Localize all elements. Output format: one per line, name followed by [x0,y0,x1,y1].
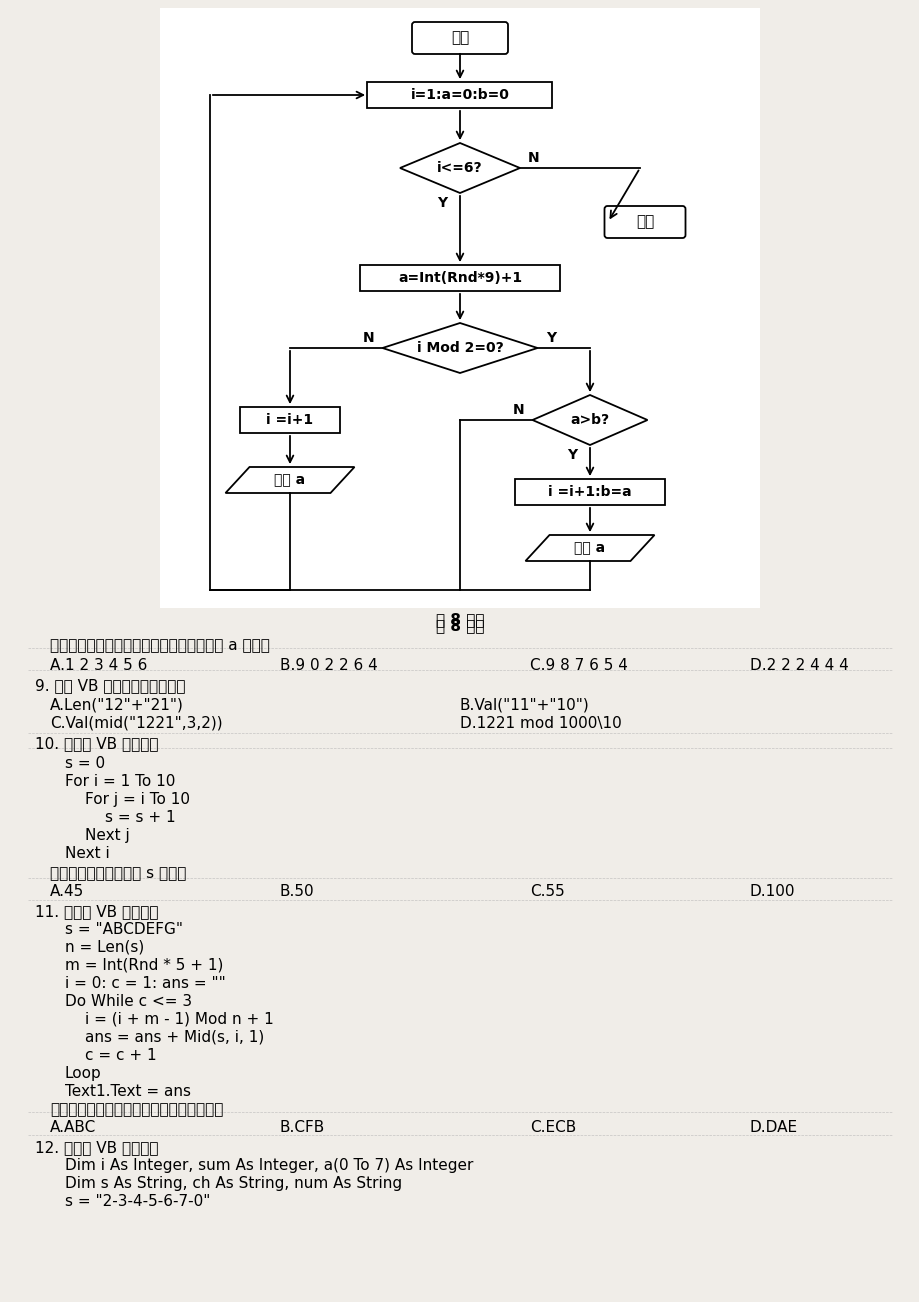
Text: Text1.Text = ans: Text1.Text = ans [65,1085,191,1099]
Text: 执行该程序段后，文本框中不可能的输出是: 执行该程序段后，文本框中不可能的输出是 [50,1101,223,1117]
Text: i Mod 2=0?: i Mod 2=0? [416,341,503,355]
Text: s = s + 1: s = s + 1 [105,810,176,825]
Text: 10. 有如下 VB 程序段：: 10. 有如下 VB 程序段： [35,736,158,751]
Text: 第 8 题图: 第 8 题图 [436,612,483,628]
Text: A.Len("12"+"21"): A.Len("12"+"21") [50,698,184,713]
Text: i = 0: c = 1: ans = "": i = 0: c = 1: ans = "" [65,976,225,991]
Text: A.45: A.45 [50,884,85,898]
FancyBboxPatch shape [367,82,552,108]
Text: Y: Y [566,448,576,462]
Text: D.DAE: D.DAE [749,1120,798,1135]
Text: Loop: Loop [65,1066,102,1081]
Text: Y: Y [437,197,447,210]
Polygon shape [225,467,354,493]
Text: Do While c <= 3: Do While c <= 3 [65,993,192,1009]
Text: Next j: Next j [85,828,130,842]
Text: 输出 a: 输出 a [274,473,305,487]
Text: 结束: 结束 [635,215,653,229]
Text: i =i+1:b=a: i =i+1:b=a [548,486,631,499]
Polygon shape [382,323,537,372]
FancyBboxPatch shape [515,479,664,505]
Text: n = Len(s): n = Len(s) [65,940,144,954]
FancyBboxPatch shape [240,408,340,434]
FancyBboxPatch shape [160,8,759,608]
Text: s = "ABCDEFG": s = "ABCDEFG" [65,922,183,937]
Polygon shape [400,143,519,193]
Text: i =i+1: i =i+1 [267,413,313,427]
Text: 输出 a: 输出 a [573,542,605,555]
Text: Y: Y [545,331,555,345]
FancyBboxPatch shape [604,206,685,238]
Text: C.9 8 7 6 5 4: C.9 8 7 6 5 4 [529,658,627,673]
Text: a>b?: a>b? [570,413,609,427]
Text: D.2 2 2 4 4 4: D.2 2 2 4 4 4 [749,658,848,673]
Text: Next i: Next i [65,846,109,861]
Text: 11. 有如下 VB 程序段：: 11. 有如下 VB 程序段： [35,904,158,919]
Text: s = "2-3-4-5-6-7-0": s = "2-3-4-5-6-7-0" [65,1194,210,1210]
Text: 开始: 开始 [450,30,469,46]
Text: 9. 下列 VB 表达式的值最大的是: 9. 下列 VB 表达式的值最大的是 [35,678,186,693]
Text: A.1 2 3 4 5 6: A.1 2 3 4 5 6 [50,658,147,673]
Text: c = c + 1: c = c + 1 [85,1048,156,1062]
Text: B.Val("11"+"10"): B.Val("11"+"10") [460,698,589,713]
Text: N: N [513,404,524,417]
Text: ans = ans + Mid(s, i, 1): ans = ans + Mid(s, i, 1) [85,1030,264,1046]
Polygon shape [525,535,653,561]
Text: B.CFB: B.CFB [279,1120,325,1135]
Text: B.50: B.50 [279,884,314,898]
Text: B.9 0 2 2 6 4: B.9 0 2 2 6 4 [279,658,378,673]
Text: C.Val(mid("1221",3,2)): C.Val(mid("1221",3,2)) [50,716,222,730]
Text: C.55: C.55 [529,884,564,898]
Text: i<=6?: i<=6? [437,161,482,174]
Text: 12. 有如下 VB 程序段：: 12. 有如下 VB 程序段： [35,1141,158,1155]
Text: 第 8 题图: 第 8 题图 [436,618,483,633]
Text: i = (i + m - 1) Mod n + 1: i = (i + m - 1) Mod n + 1 [85,1012,274,1027]
FancyBboxPatch shape [359,266,560,292]
Text: N: N [363,331,374,345]
Text: For j = i To 10: For j = i To 10 [85,792,190,807]
Text: 执行完该流程图后，以下各组数值中可能是 a 的值是: 执行完该流程图后，以下各组数值中可能是 a 的值是 [50,638,269,654]
Text: A.ABC: A.ABC [50,1120,96,1135]
Text: m = Int(Rnd * 5 + 1): m = Int(Rnd * 5 + 1) [65,958,223,973]
Text: For i = 1 To 10: For i = 1 To 10 [65,773,176,789]
Text: a=Int(Rnd*9)+1: a=Int(Rnd*9)+1 [398,271,521,285]
Text: N: N [528,151,539,165]
Text: D.1221 mod 1000\10: D.1221 mod 1000\10 [460,716,621,730]
Text: Dim i As Integer, sum As Integer, a(0 To 7) As Integer: Dim i As Integer, sum As Integer, a(0 To… [65,1157,473,1173]
FancyBboxPatch shape [412,22,507,53]
Polygon shape [532,395,647,445]
Text: 执行该程序段后，变量 s 的值为: 执行该程序段后，变量 s 的值为 [50,866,187,881]
Text: i=1:a=0:b=0: i=1:a=0:b=0 [410,89,509,102]
Text: D.100: D.100 [749,884,795,898]
Text: Dim s As String, ch As String, num As String: Dim s As String, ch As String, num As St… [65,1176,402,1191]
Text: C.ECB: C.ECB [529,1120,575,1135]
Text: s = 0: s = 0 [65,756,105,771]
